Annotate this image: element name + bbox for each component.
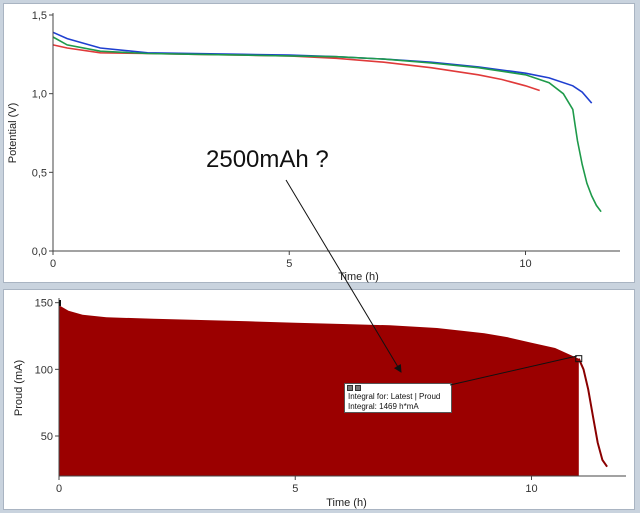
annotation-arrow bbox=[285, 179, 402, 373]
top-x-axis-title: Time (h) bbox=[338, 271, 379, 283]
integral-end-cursor[interactable] bbox=[575, 355, 583, 363]
tooltip-line-1: Integral for: Latest | Proud bbox=[348, 392, 441, 401]
potential-chart-panel: 0,0 0,5 1,0 1,5 0 5 10 Potential (V) Time (h)… bbox=[3, 3, 635, 283]
current-tail-line bbox=[577, 358, 608, 468]
top-y-tick-label: 0,5 bbox=[32, 167, 47, 179]
bottom-x-tick-label: 5 bbox=[292, 483, 298, 495]
top-x-tick-label: 0 bbox=[50, 258, 56, 270]
series-line-green bbox=[52, 36, 602, 213]
bottom-x-tick-label: 0 bbox=[56, 483, 62, 495]
tooltip-pointer-line bbox=[449, 355, 578, 386]
bottom-x-axis-title: Time (h) bbox=[326, 497, 367, 509]
bottom-y-tick-label: 150 bbox=[35, 298, 53, 310]
capacity-annotation: 2500mAh ? bbox=[206, 146, 329, 173]
potential-chart: 0,0 0,5 1,0 1,5 0 5 10 Potential (V) Time (h)… bbox=[7, 10, 620, 283]
tooltip-line-2: Integral: 1469 h*mA bbox=[348, 402, 419, 411]
integral-area bbox=[59, 305, 579, 476]
top-x-tick-label: 10 bbox=[519, 258, 531, 270]
bottom-y-tick-label: 50 bbox=[41, 431, 53, 443]
top-x-tick-label: 5 bbox=[286, 258, 292, 270]
current-chart-panel: 50 100 150 0 5 10 Proud (mA) Time (h) Integr… bbox=[3, 289, 635, 510]
top-y-axis-title: Potential (V) bbox=[7, 103, 19, 164]
bottom-x-tick-label: 10 bbox=[525, 483, 537, 495]
bottom-y-tick-label: 100 bbox=[35, 364, 53, 376]
top-y-tick-label: 1,5 bbox=[32, 10, 47, 22]
tooltip-close-icon[interactable] bbox=[347, 385, 353, 391]
bottom-y-axis-title: Proud (mA) bbox=[13, 360, 25, 416]
top-y-tick-label: 1,0 bbox=[32, 89, 47, 101]
integral-tooltip: Integral for: Latest | Proud Integral: 1… bbox=[344, 383, 452, 413]
tooltip-menu-icon[interactable] bbox=[355, 385, 361, 391]
top-y-tick-label: 0,0 bbox=[32, 246, 47, 258]
current-chart: 50 100 150 0 5 10 Proud (mA) Time (h) bbox=[13, 298, 626, 509]
